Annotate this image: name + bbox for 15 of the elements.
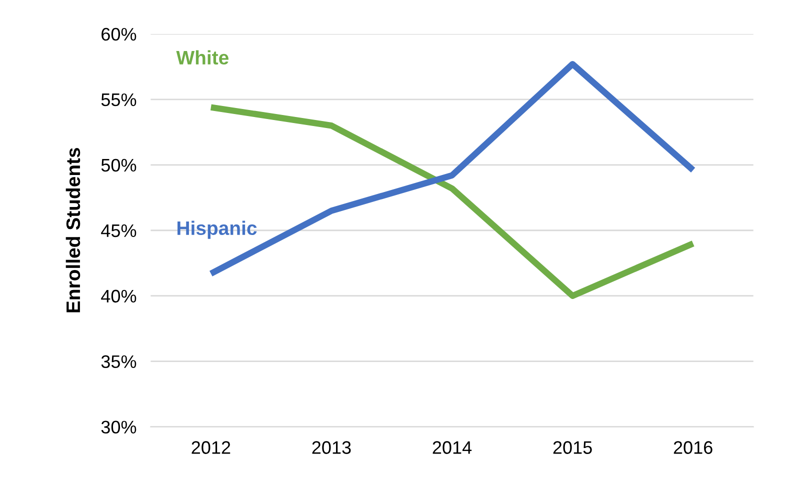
- text: White: [176, 50, 228, 65]
- y-tick-label: 35%: [101, 355, 136, 368]
- series-label: Hispanic: [178, 220, 257, 239]
- y-tick-label: 55%: [101, 93, 136, 106]
- x-tick-label: 2012: [192, 441, 230, 454]
- y-tick-label: 30%: [101, 420, 136, 434]
- x-tick-label: 2016: [674, 441, 712, 454]
- x-tick-label: 2015: [553, 441, 592, 454]
- y-axis-title: Enrolled Students: [66, 148, 80, 312]
- x-tick-label: 2013: [312, 441, 351, 454]
- y-tick-label: 45%: [101, 224, 136, 238]
- y-tick-label: 50%: [101, 158, 136, 172]
- y-tick-label: 40%: [101, 290, 136, 303]
- y-tick-label: 60%: [102, 28, 136, 41]
- x-tick-label: 2014: [432, 441, 472, 454]
